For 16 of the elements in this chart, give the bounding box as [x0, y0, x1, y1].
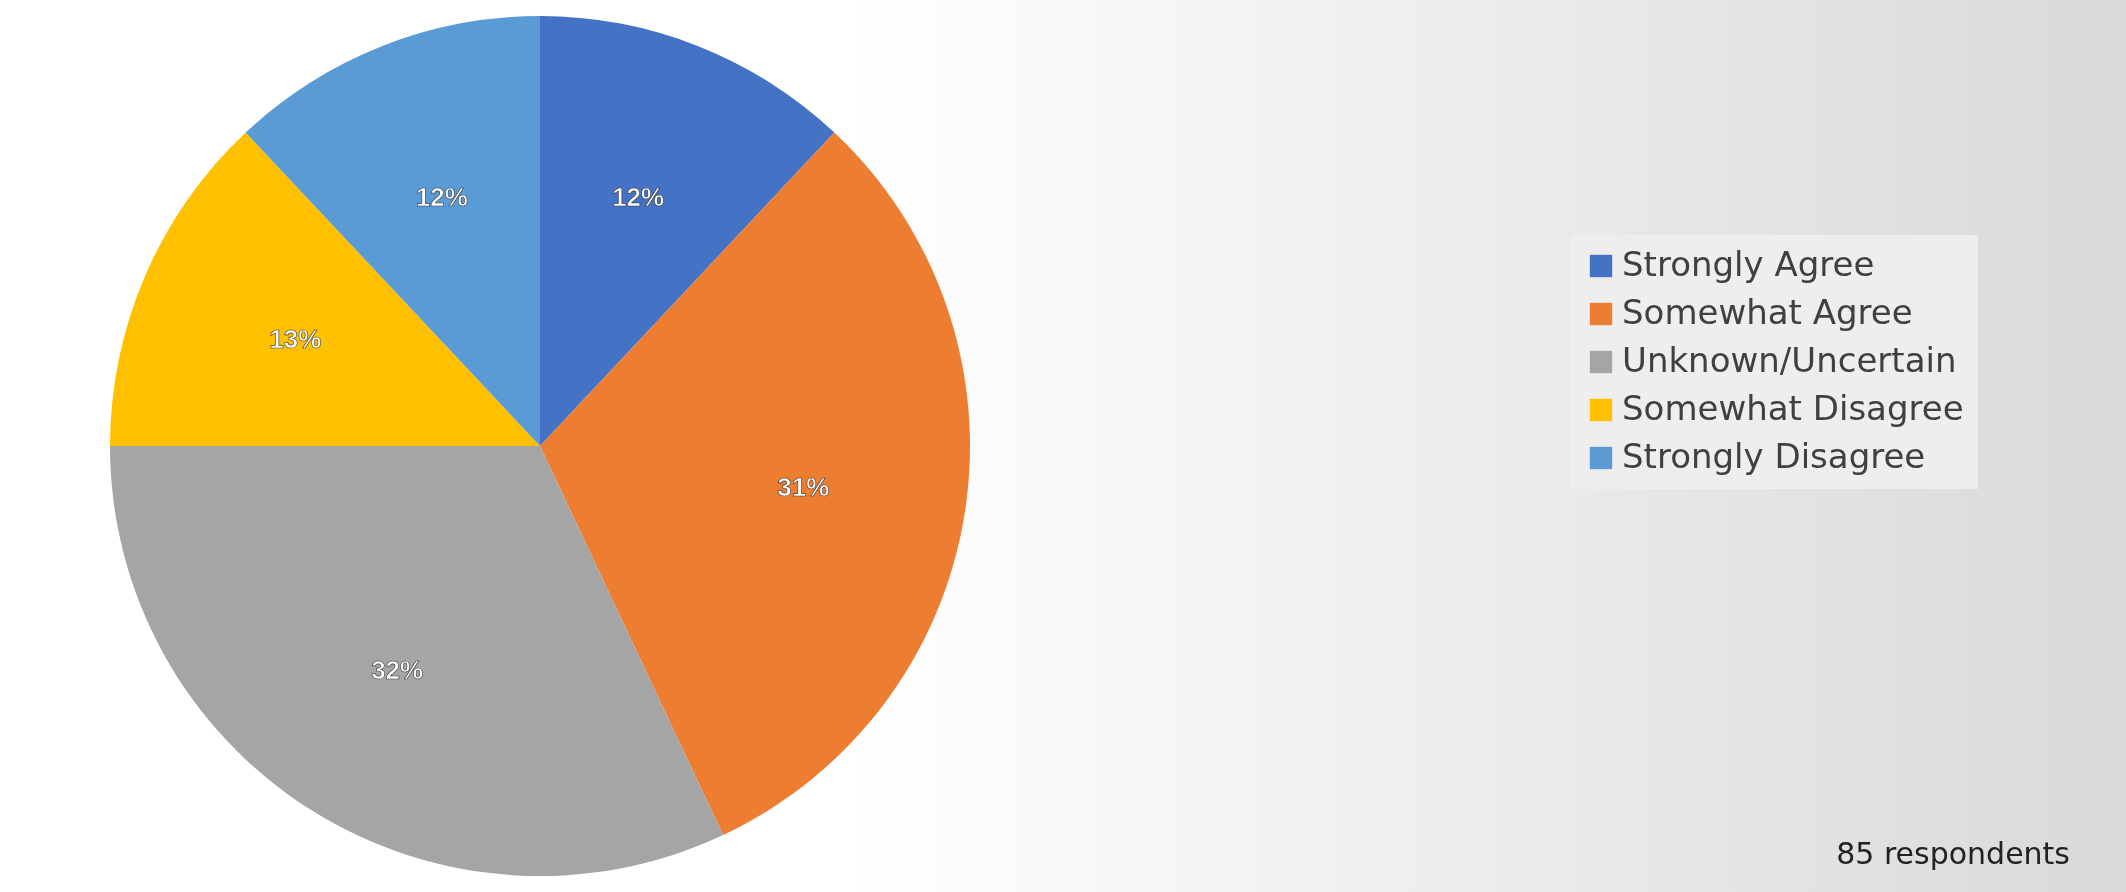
data-label: 12% — [612, 182, 665, 213]
legend-label: Somewhat Disagree — [1622, 388, 1964, 428]
pie-slice — [110, 446, 724, 876]
legend-label: Somewhat Agree — [1622, 292, 1913, 332]
legend-label: Strongly Agree — [1622, 244, 1875, 284]
data-label: 12% — [415, 182, 468, 213]
pie-slice — [540, 16, 835, 446]
text: 85 respondents — [1836, 836, 2070, 871]
data-label: 32% — [371, 655, 424, 686]
data-label: 13% — [269, 324, 322, 355]
legend-label: Strongly Disagree — [1622, 436, 1926, 476]
data-label: 31% — [777, 471, 830, 502]
pie-slice — [540, 132, 970, 836]
pie-slice — [110, 132, 540, 446]
pie-slice — [245, 16, 540, 446]
legend-label: Unknown/Uncertain — [1622, 340, 1957, 380]
